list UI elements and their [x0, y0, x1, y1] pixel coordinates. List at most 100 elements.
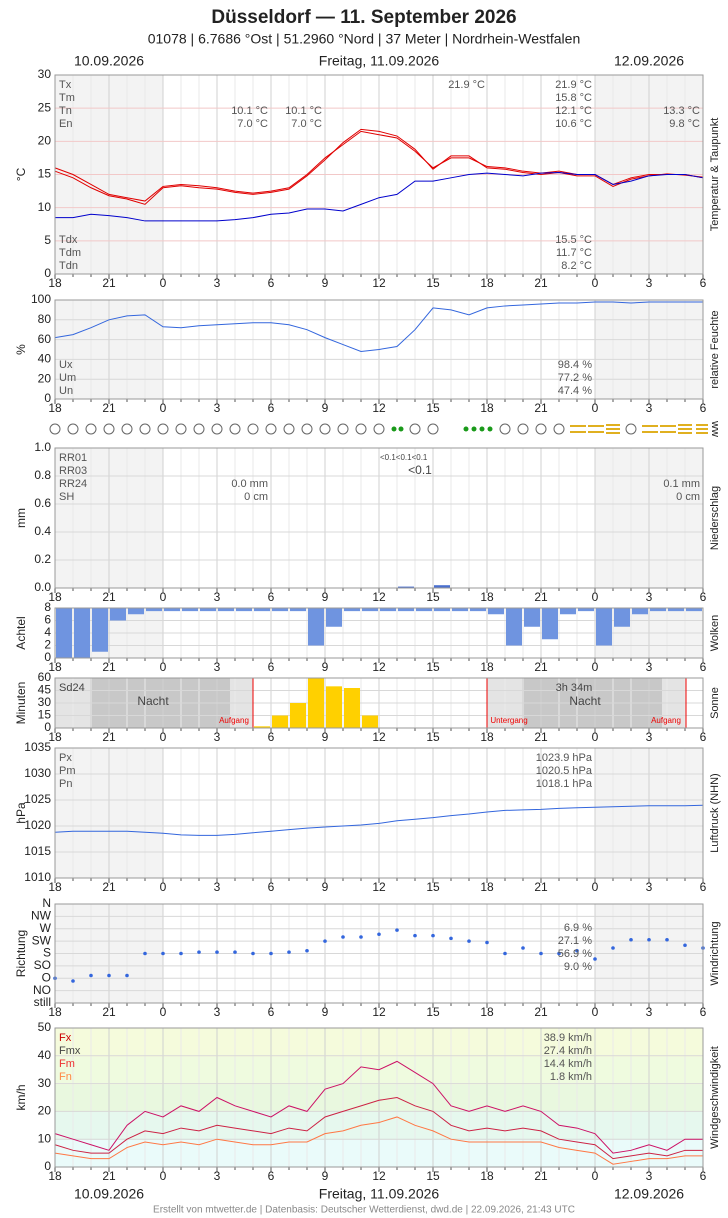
y-tick-label: 0.4	[34, 524, 51, 538]
y-tick-label: 8	[44, 600, 51, 614]
x-tick-label: 3	[646, 660, 653, 674]
bar	[560, 608, 576, 615]
stat-value: 0.0 mm	[231, 478, 268, 490]
annotation: Nacht	[137, 694, 169, 708]
y-tick-label: O	[42, 970, 51, 984]
bar	[110, 608, 126, 621]
y-tick-label: 30	[38, 695, 52, 709]
y-tick-label: 60	[38, 332, 52, 346]
stat-label: Tm	[59, 92, 75, 104]
y-tick-label: W	[40, 921, 52, 935]
frame	[54, 299, 704, 400]
stat-label: Fx	[59, 1032, 72, 1044]
y-tick-label: 0	[44, 391, 51, 405]
y-tick-label: 0.6	[34, 496, 51, 510]
x-tick-label: 6	[268, 660, 275, 674]
stat-value: 1.8 km/h	[550, 1071, 592, 1083]
bar	[56, 608, 72, 658]
point	[683, 943, 687, 948]
point	[449, 936, 453, 941]
stat-value: 21.9 °C	[448, 79, 485, 91]
x-tick-label: 12	[372, 1005, 386, 1019]
side-label: Luftdruck (NHN)	[709, 773, 721, 852]
point	[611, 946, 615, 950]
bar	[200, 608, 216, 612]
x-tick-label: 0	[160, 730, 167, 744]
stat-label: Pm	[59, 765, 76, 777]
x-tick-label: 18	[480, 590, 494, 604]
stat-label: Pn	[59, 778, 72, 790]
bar	[290, 608, 306, 612]
stat-value: 12.1 °C	[555, 105, 592, 117]
x-tick-label: 6	[700, 590, 707, 604]
bar	[146, 608, 162, 612]
stat-label: Tdn	[59, 260, 78, 272]
point	[557, 951, 561, 956]
bar	[164, 608, 180, 612]
x-tick-label: 6	[700, 880, 707, 894]
y-axis-label: mm	[14, 508, 28, 528]
stat-value: 1018.1 hPa	[536, 778, 593, 790]
bar	[182, 608, 198, 612]
line	[54, 804, 704, 836]
annotation: Nacht	[569, 694, 601, 708]
point	[521, 946, 525, 950]
point	[107, 973, 111, 978]
bar	[326, 686, 342, 728]
bar	[542, 608, 558, 640]
x-tick-label: 18	[480, 1169, 494, 1183]
x-tick-label: 9	[322, 1169, 329, 1183]
x-tick-label: 15	[426, 590, 440, 604]
bar	[398, 608, 414, 612]
bar	[344, 688, 360, 728]
stat-label: Um	[59, 372, 76, 384]
stat-value: 10.1 °C	[285, 105, 322, 117]
stat-label: RR01	[59, 452, 87, 464]
date-center: Freitag, 11.09.2026	[319, 53, 440, 69]
bar	[290, 703, 306, 728]
x-tick-label: 3	[214, 1169, 221, 1183]
bar	[380, 608, 396, 612]
bar	[434, 608, 450, 612]
bar	[344, 608, 360, 612]
annotation: Sd24	[59, 682, 85, 694]
bar	[254, 608, 270, 612]
x-tick-label: 9	[322, 660, 329, 674]
stat-value: 27.1 %	[558, 935, 592, 947]
x-tick-label: 3	[214, 590, 221, 604]
point	[125, 973, 129, 978]
x-tick-label: 18	[48, 1169, 62, 1183]
stat-value: 15.8 °C	[555, 92, 592, 104]
bar	[362, 608, 378, 612]
bar	[272, 715, 288, 728]
y-tick-label: 100	[31, 292, 51, 306]
x-tick-label: 3	[646, 276, 653, 290]
bar	[650, 608, 666, 612]
bar	[218, 608, 234, 612]
y-tick-label: 25	[38, 100, 52, 114]
bar	[578, 608, 594, 612]
x-tick-label: 9	[322, 880, 329, 894]
x-tick-label: 9	[322, 276, 329, 290]
annotation: 3h 34m	[556, 682, 593, 694]
y-tick-label: SO	[34, 958, 51, 972]
point	[287, 950, 291, 954]
weather-symbols	[49, 423, 708, 435]
x-tick-label: 18	[480, 660, 494, 674]
y-tick-label: NW	[31, 909, 52, 923]
x-tick-label: 9	[322, 730, 329, 744]
x-tick-label: 6	[268, 590, 275, 604]
y-tick-label: N	[42, 896, 51, 910]
bar	[254, 726, 270, 728]
y-tick-label: 20	[38, 371, 52, 385]
stat-value: 13.3 °C	[663, 105, 700, 117]
stat-label: Fmx	[59, 1045, 81, 1057]
x-tick-label: 21	[102, 590, 116, 604]
bar	[326, 608, 342, 627]
x-tick-label: 6	[700, 401, 707, 415]
stat-value: 7.0 °C	[291, 118, 322, 130]
y-tick-label: 10	[38, 200, 52, 214]
frame	[54, 1027, 704, 1168]
y-tick-label: 15	[38, 708, 52, 722]
